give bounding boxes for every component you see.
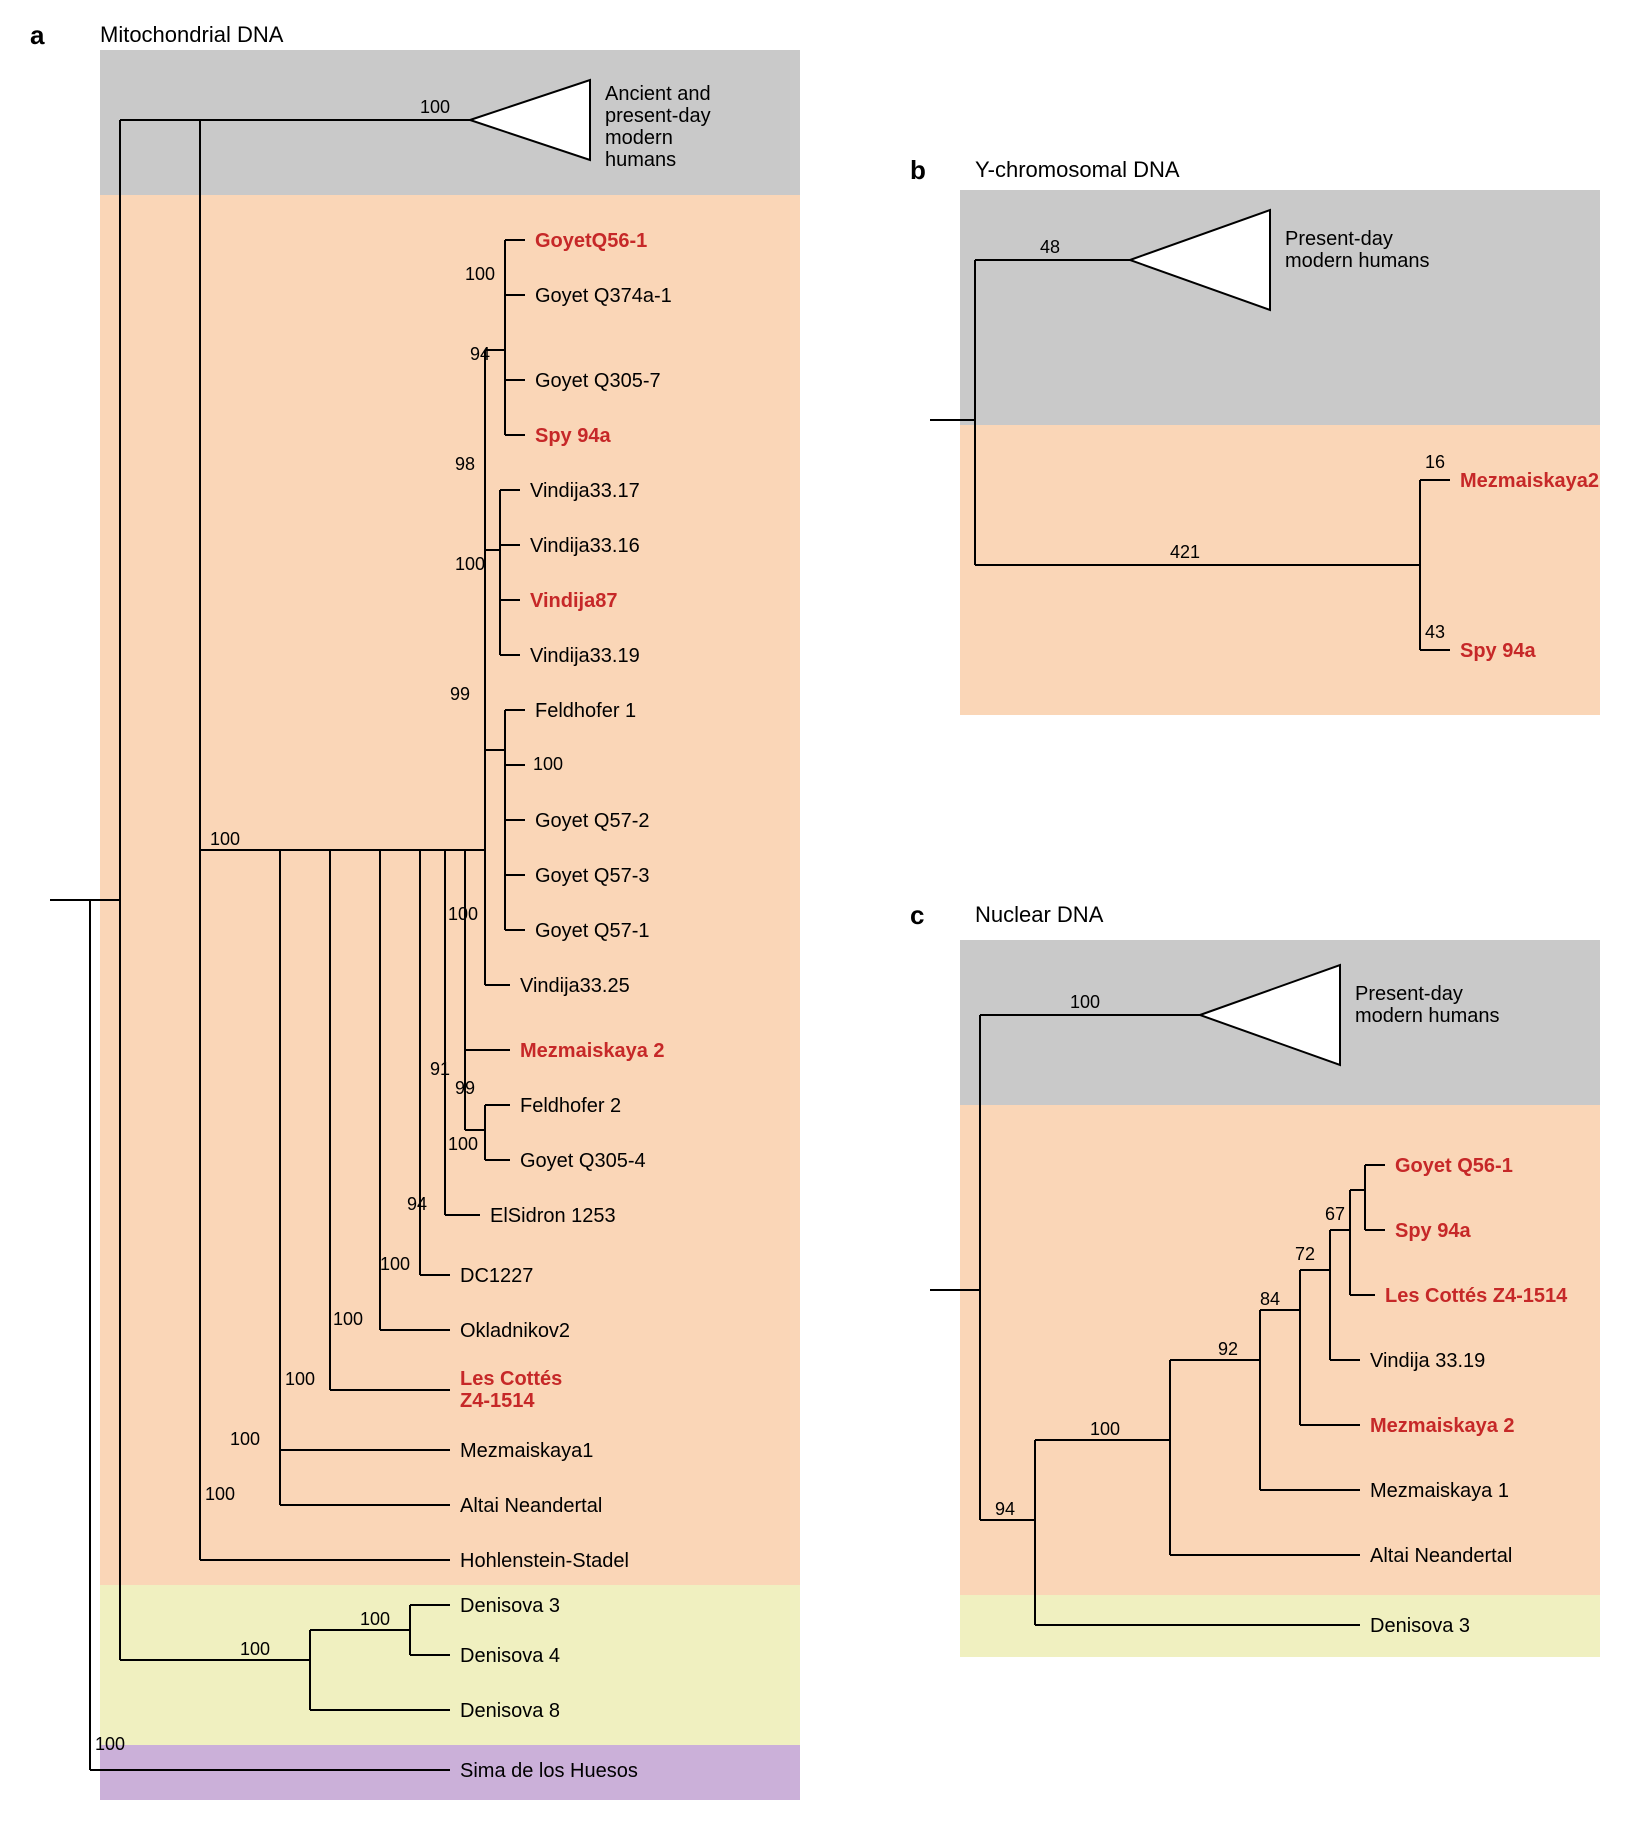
svg-text:48: 48: [1040, 237, 1060, 257]
svg-text:99: 99: [455, 1078, 475, 1098]
bg-orange-b: [960, 425, 1600, 715]
svg-text:100: 100: [285, 1369, 315, 1389]
svg-text:100: 100: [1070, 992, 1100, 1012]
taxon: Vindija33.17: [530, 480, 640, 502]
svg-text:Mezmaiskaya2: Mezmaiskaya2: [1460, 470, 1599, 492]
panel-c-tree: Present-daymodern humans Goyet Q56-1 Spy…: [930, 940, 1630, 1670]
taxon: Goyet Q57-2: [535, 810, 650, 832]
taxon: Goyet Q305-7: [535, 370, 661, 392]
svg-text:94: 94: [470, 344, 490, 364]
svg-text:84: 84: [1260, 1289, 1280, 1309]
taxon: Goyet Q57-3: [535, 865, 650, 887]
svg-text:67: 67: [1325, 1204, 1345, 1224]
taxon: Feldhofer 1: [535, 700, 636, 722]
svg-text:100: 100: [448, 1134, 478, 1154]
taxon: Spy 94a: [535, 425, 611, 447]
svg-text:100: 100: [420, 97, 450, 117]
svg-text:Altai Neandertal: Altai Neandertal: [1370, 1545, 1512, 1567]
svg-text:100: 100: [95, 1734, 125, 1754]
svg-text:100: 100: [210, 829, 240, 849]
bg-gray-b: [960, 190, 1600, 425]
svg-text:100: 100: [230, 1429, 260, 1449]
svg-text:100: 100: [465, 264, 495, 284]
svg-text:94: 94: [407, 1194, 427, 1214]
svg-text:72: 72: [1295, 1244, 1315, 1264]
taxon: DC1227: [460, 1265, 533, 1287]
panel-b-title: Y-chromosomal DNA: [975, 157, 1180, 183]
taxon: Mezmaiskaya1: [460, 1440, 593, 1462]
taxon: Goyet Q57-1: [535, 920, 650, 942]
svg-text:43: 43: [1425, 622, 1445, 642]
svg-text:94: 94: [995, 1499, 1015, 1519]
panel-c-title: Nuclear DNA: [975, 902, 1103, 928]
taxon: ElSidron 1253: [490, 1205, 616, 1227]
svg-text:100: 100: [240, 1639, 270, 1659]
bg-orange-c: [960, 1105, 1600, 1595]
taxon: Hohlenstein-Stadel: [460, 1550, 629, 1572]
svg-text:99: 99: [450, 684, 470, 704]
svg-text:Les Cottés Z4-1514: Les Cottés Z4-1514: [1385, 1285, 1568, 1307]
svg-text:100: 100: [205, 1484, 235, 1504]
svg-text:100: 100: [448, 904, 478, 924]
panel-b-label: b: [910, 155, 926, 186]
taxon: Denisova 4: [460, 1645, 560, 1667]
figure-container: a Mitochondrial DNA b Y-chromosomal DNA …: [20, 20, 1630, 1815]
svg-text:98: 98: [455, 454, 475, 474]
svg-text:100: 100: [533, 754, 563, 774]
taxon: Vindija33.25: [520, 975, 630, 997]
svg-text:Vindija 33.19: Vindija 33.19: [1370, 1350, 1485, 1372]
bg-yellow-a: [100, 1585, 800, 1745]
bg-orange-a: [100, 195, 800, 1585]
panel-c-label: c: [910, 900, 924, 931]
taxon: Goyet Q305-4: [520, 1150, 646, 1172]
svg-text:421: 421: [1170, 542, 1200, 562]
taxon: Goyet Q374a-1: [535, 285, 672, 307]
taxon: Altai Neandertal: [460, 1495, 602, 1517]
panel-a-label: a: [30, 20, 44, 51]
svg-text:100: 100: [380, 1254, 410, 1274]
taxon: Okladnikov2: [460, 1320, 570, 1342]
taxon: Vindija33.19: [530, 645, 640, 667]
panel-a-tree: Ancient andpresent-daymodernhumans Goyet…: [50, 50, 880, 1820]
svg-text:Denisova 3: Denisova 3: [1370, 1615, 1470, 1637]
taxon: Sima de los Huesos: [460, 1760, 638, 1782]
taxon: GoyetQ56-1: [535, 230, 647, 252]
taxon: Feldhofer 2: [520, 1095, 621, 1117]
taxon: Vindija87: [530, 590, 617, 612]
svg-text:100: 100: [360, 1609, 390, 1629]
svg-text:Spy 94a: Spy 94a: [1395, 1220, 1471, 1242]
svg-text:100: 100: [455, 554, 485, 574]
svg-text:Mezmaiskaya 2: Mezmaiskaya 2: [1370, 1415, 1515, 1437]
taxon: Mezmaiskaya 2: [520, 1040, 665, 1062]
svg-text:16: 16: [1425, 452, 1445, 472]
svg-text:92: 92: [1218, 1339, 1238, 1359]
svg-text:Mezmaiskaya 1: Mezmaiskaya 1: [1370, 1480, 1509, 1502]
taxon: Denisova 3: [460, 1595, 560, 1617]
panel-a-title: Mitochondrial DNA: [100, 22, 283, 48]
svg-text:91: 91: [430, 1059, 450, 1079]
taxon: Denisova 8: [460, 1700, 560, 1722]
svg-text:Goyet Q56-1: Goyet Q56-1: [1395, 1155, 1513, 1177]
svg-text:Spy 94a: Spy 94a: [1460, 640, 1536, 662]
svg-text:100: 100: [333, 1309, 363, 1329]
panel-b-tree: Present-daymodern humans Mezmaiskaya2 Sp…: [930, 190, 1630, 720]
taxon: Vindija33.16: [530, 535, 640, 557]
svg-text:100: 100: [1090, 1419, 1120, 1439]
bg-purple-a: [100, 1745, 800, 1800]
